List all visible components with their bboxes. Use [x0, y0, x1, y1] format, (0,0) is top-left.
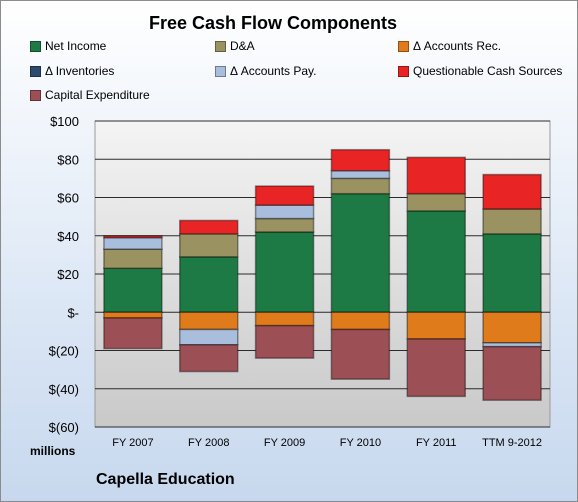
company-name: Capella Education: [96, 471, 235, 488]
bar-segment: [179, 311, 239, 331]
legend-label: Δ Accounts Pay.: [230, 64, 317, 78]
legend-swatch: [215, 41, 226, 52]
bar-segment: [103, 317, 163, 350]
bar-segment: [103, 236, 163, 250]
bar-segment: [330, 177, 391, 195]
legend-swatch: [215, 66, 226, 77]
legend-swatch: [30, 66, 41, 77]
bar-segment: [254, 217, 315, 233]
bar-segment: [330, 328, 391, 380]
bar-segment: [179, 233, 239, 258]
chart-title: Free Cash Flow Components: [148, 13, 398, 33]
bar-segment: [254, 231, 315, 313]
bar-segment: [406, 192, 466, 212]
bar-segment: [103, 235, 163, 239]
y-tick-label: $20: [57, 267, 79, 282]
y-tick-label: $(40): [49, 382, 79, 397]
y-tick-label: $-: [67, 305, 79, 320]
bar-segment: [254, 204, 315, 220]
legend-label: Capital Expenditure: [45, 88, 150, 102]
x-tick-label: FY 2007: [112, 437, 153, 449]
y-tick-label: $40: [57, 229, 79, 244]
x-tick-label: TTM 9-2012: [482, 437, 542, 449]
bar-segment: [103, 267, 163, 314]
y-tick-label: $60: [57, 191, 79, 206]
bar-segment: [103, 248, 163, 270]
bar-segment: [103, 311, 163, 319]
bar-segment: [482, 173, 542, 210]
bar-segment: [482, 311, 542, 344]
legend-label: Questionable Cash Sources: [413, 64, 563, 78]
legend-swatch: [398, 41, 409, 52]
bar-segment: [406, 338, 466, 398]
bar-segment: [330, 169, 391, 180]
legend-label: D&A: [230, 39, 255, 53]
bar-segment: [179, 219, 239, 235]
x-tick-label: FY 2010: [340, 437, 381, 449]
bar-segment: [406, 156, 466, 195]
bar-segment: [254, 185, 315, 206]
bar-segment: [330, 148, 391, 172]
bar-segment: [482, 233, 542, 313]
bar-segment: [254, 311, 315, 327]
y-tick-label: $(20): [49, 344, 79, 359]
bar-segment: [330, 311, 391, 331]
chart-legend: Net Income D&A Δ Accounts Rec. Δ Inventorie…: [0, 0, 578, 110]
x-tick-label: FY 2008: [188, 437, 229, 449]
legend-swatch: [398, 66, 409, 77]
bar-segment: [406, 210, 466, 313]
bar-segment: [179, 344, 239, 373]
x-tick-label: FY 2011: [416, 437, 457, 449]
bar-segment: [254, 324, 315, 359]
legend-swatch: [30, 41, 41, 52]
bar-segment: [482, 208, 542, 235]
bar-segment: [482, 345, 542, 401]
legend-label: Δ Accounts Rec.: [413, 39, 502, 53]
legend-label: Δ Inventories: [45, 64, 115, 78]
y-tick-label: $100: [50, 114, 79, 129]
y-tick-label: $(60): [49, 420, 79, 435]
bar-segment: [179, 328, 239, 346]
y-tick-label: $80: [57, 152, 79, 167]
bar-segment: [406, 311, 466, 340]
bar-segment: [179, 256, 239, 314]
legend-swatch: [30, 90, 41, 101]
legend-label: Net Income: [45, 39, 107, 53]
units-label: millions: [30, 444, 76, 458]
bar-segment: [330, 192, 391, 313]
x-tick-label: FY 2009: [264, 437, 305, 449]
